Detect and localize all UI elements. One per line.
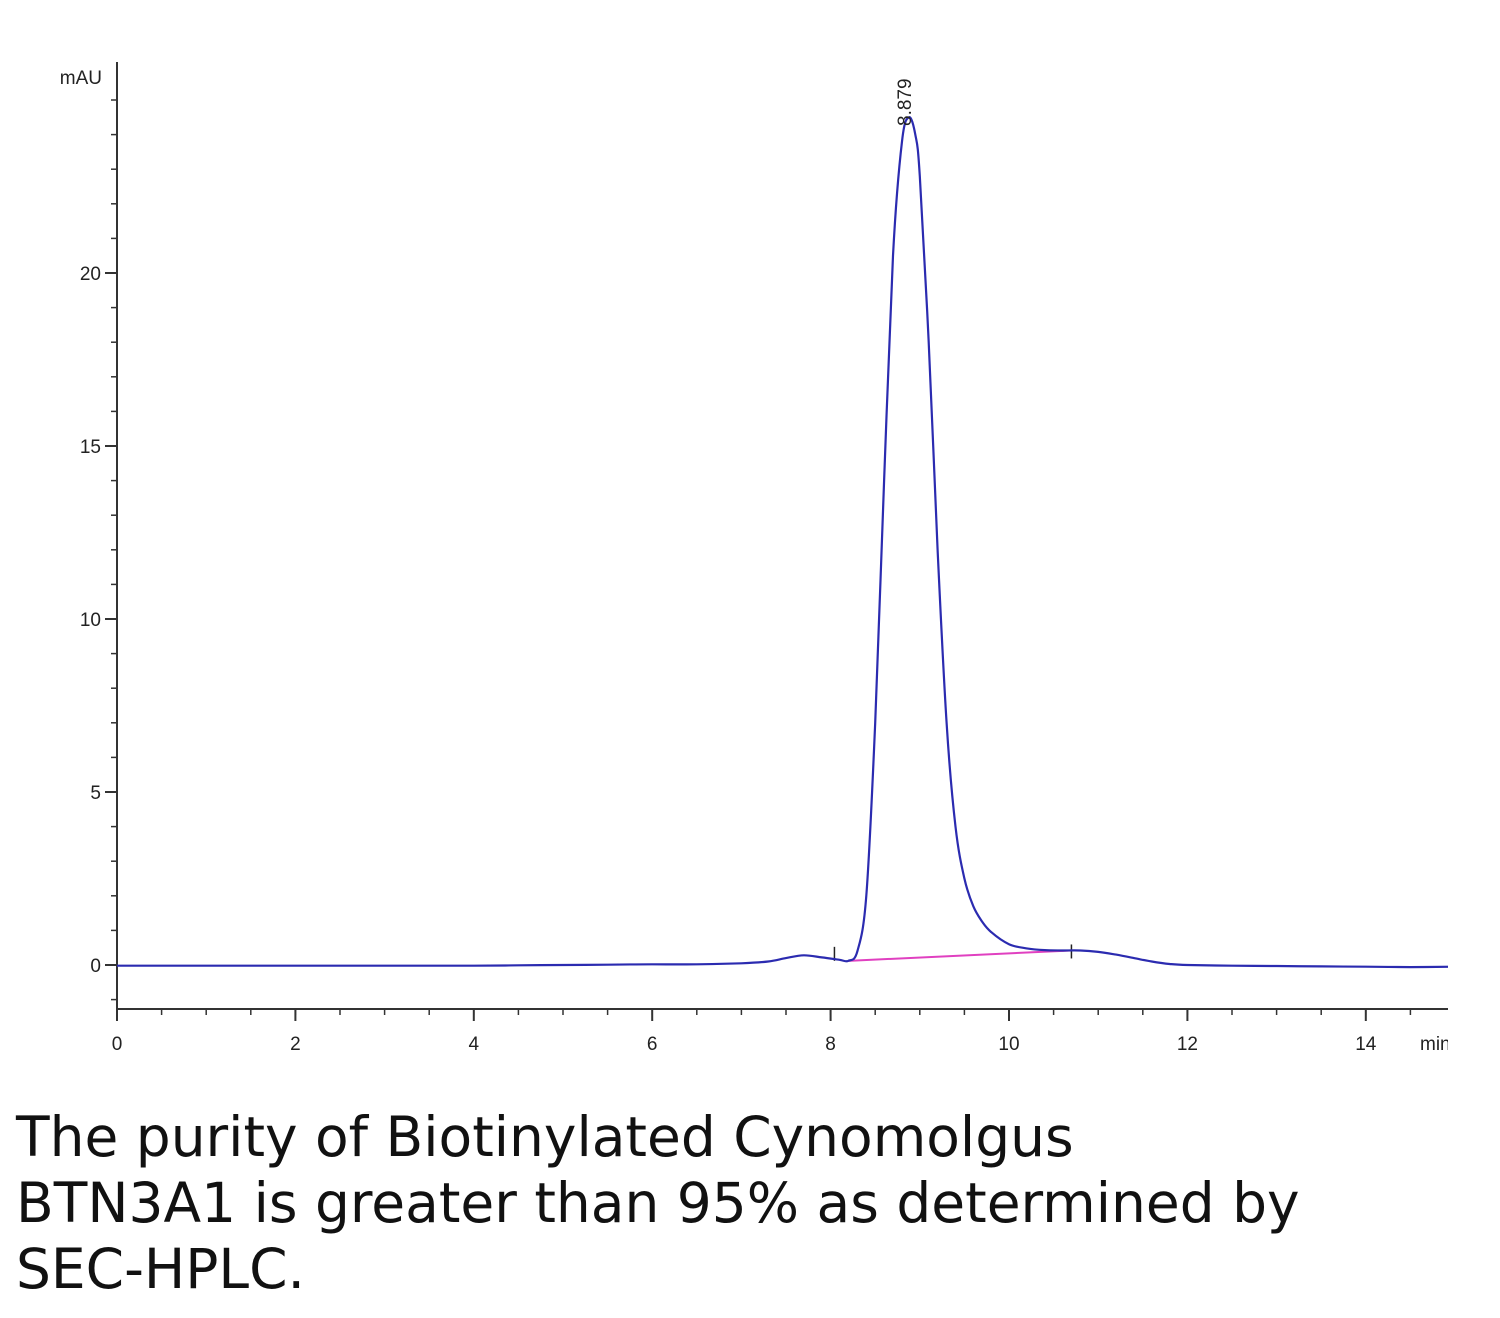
y-axis-label: mAU [60, 68, 102, 89]
x-tick-label: 2 [290, 1034, 301, 1055]
x-tick-label: 0 [112, 1034, 123, 1055]
x-tick-label: 4 [469, 1034, 480, 1055]
integration-baseline [848, 949, 1072, 962]
y-tick-group: 0 5 10 15 20 [80, 264, 117, 977]
chromatogram-chart: mAU min 0 5 10 15 20 0 2 4 6 8 10 12 14 8.879 [59, 0, 1500, 1090]
y-tick-label: 10 [80, 610, 101, 631]
y-tick-label: 15 [80, 437, 101, 458]
x-tick-label: 12 [1177, 1034, 1198, 1055]
right-clip [1448, 0, 1500, 1090]
x-axis-label: min [1420, 1034, 1451, 1055]
x-tick-group: 0 2 4 6 8 10 12 14 [112, 1009, 1377, 1055]
x-tick-label: 6 [647, 1034, 658, 1055]
y-tick-label: 5 [90, 783, 101, 804]
y-tick-label: 0 [90, 956, 101, 977]
x-tick-label: 14 [1355, 1034, 1377, 1055]
peak-label: 8.879 [895, 78, 916, 126]
figure-caption: The purity of Biotinylated Cynomolgus BT… [16, 1105, 1300, 1301]
x-tick-label: 8 [825, 1034, 836, 1055]
y-tick-label: 20 [80, 264, 101, 285]
chromatogram-trace [116, 116, 1456, 969]
x-tick-label: 10 [998, 1034, 1019, 1055]
